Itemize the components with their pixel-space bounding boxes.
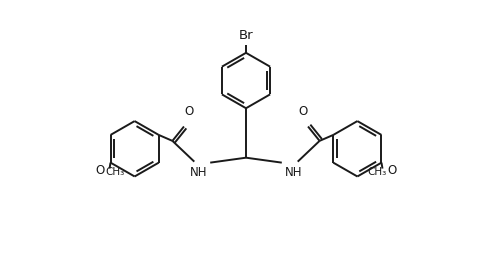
Text: CH₃: CH₃: [106, 166, 125, 176]
Text: O: O: [298, 105, 307, 118]
Text: NH: NH: [190, 166, 207, 179]
Text: NH: NH: [285, 166, 302, 179]
Text: O: O: [387, 164, 397, 177]
Text: Br: Br: [239, 29, 253, 42]
Text: CH₃: CH₃: [367, 166, 387, 176]
Text: O: O: [185, 105, 194, 118]
Text: O: O: [95, 164, 105, 177]
